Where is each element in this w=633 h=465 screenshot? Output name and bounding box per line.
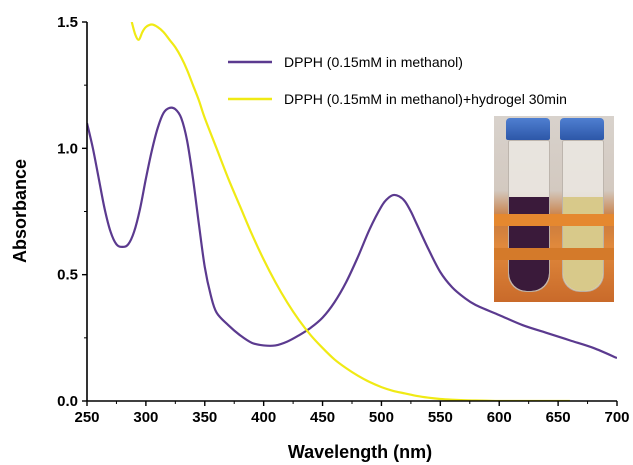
x-tick-label: 400: [251, 409, 276, 426]
x-tick-label: 300: [133, 409, 158, 426]
vial-cap-left: [506, 118, 550, 140]
y-tick-label: 1.5: [57, 14, 78, 31]
x-axis-ticks: 250 300 350 400 450 500 550 600 650 700: [74, 401, 630, 426]
x-tick-label: 650: [546, 409, 571, 426]
legend-label-series-2: DPPH (0.15mM in methanol)+hydrogel 30min: [284, 91, 567, 107]
legend-label-series-1: DPPH (0.15mM in methanol): [284, 54, 463, 70]
vial-photo-inset: [494, 116, 614, 302]
x-tick-label: 550: [428, 409, 453, 426]
vial-dpph-liquid: [509, 197, 549, 291]
x-tick-label: 500: [369, 409, 394, 426]
y-tick-label: 0.0: [57, 393, 78, 410]
y-tick-label: 1.0: [57, 140, 78, 157]
y-axis-ticks: 0.0 0.5 1.0 1.5: [57, 14, 87, 410]
series-line-2: [130, 22, 570, 401]
series-line-1: [87, 106, 617, 360]
x-tick-label: 450: [310, 409, 335, 426]
y-tick-label: 0.5: [57, 267, 78, 284]
y-axis-title: Absorbance: [10, 159, 30, 263]
x-axis-title: Wavelength (nm): [288, 442, 432, 462]
vial-hydrogel-liquid: [563, 197, 603, 291]
vial-cap-right: [560, 118, 604, 140]
plot-area: [87, 22, 617, 401]
x-tick-label: 350: [192, 409, 217, 426]
x-tick-label: 250: [74, 409, 99, 426]
x-tick-label: 600: [487, 409, 512, 426]
legend: DPPH (0.15mM in methanol) DPPH (0.15mM i…: [228, 54, 567, 107]
tube-rack: [494, 214, 614, 226]
x-tick-label: 700: [604, 409, 629, 426]
